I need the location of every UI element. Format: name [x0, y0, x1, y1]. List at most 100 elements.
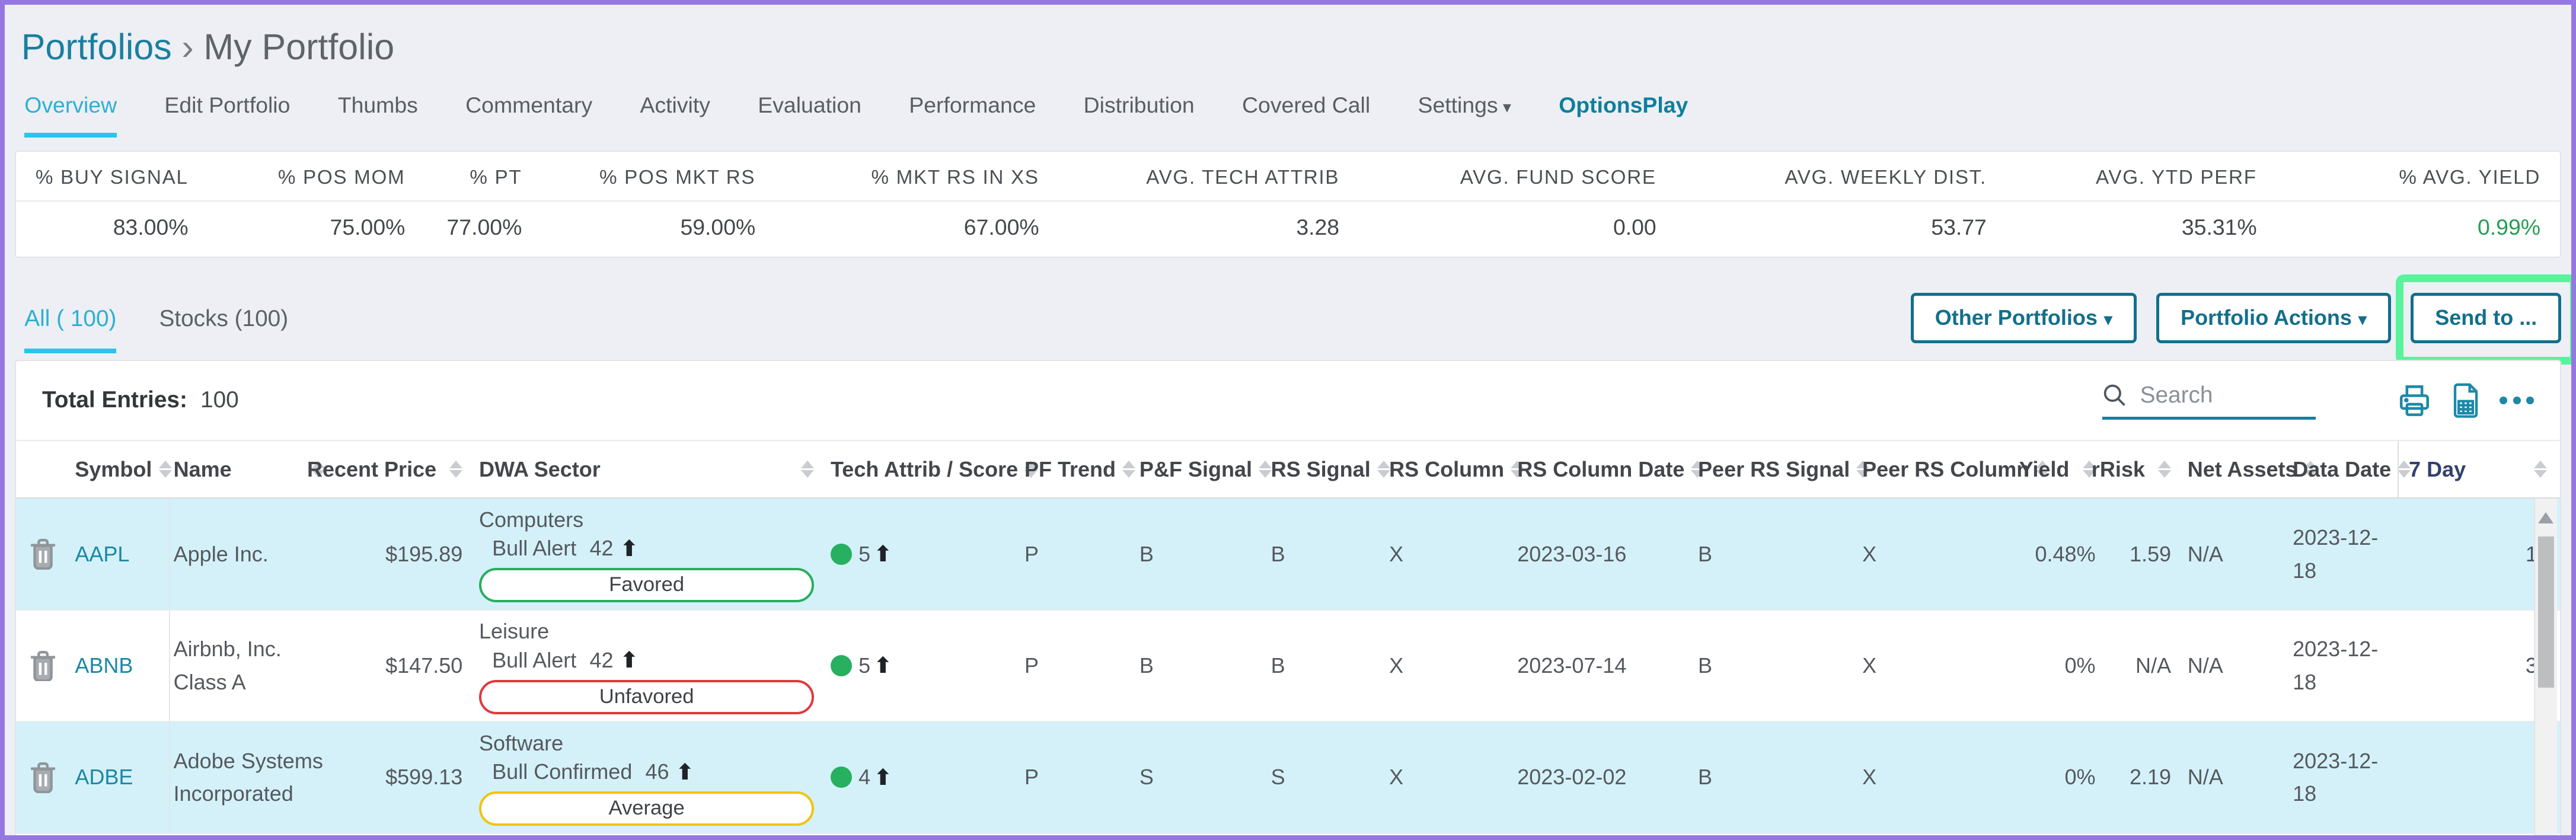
column-header-peer-rs-signal[interactable]: Peer RS Signal	[1694, 441, 1870, 498]
column-header-label: PF Trend	[1024, 456, 1116, 481]
breadcrumb-portfolios[interactable]: Portfolios	[21, 27, 172, 68]
export-spreadsheet-button[interactable]	[2450, 382, 2482, 419]
table-cell: 4 ⬆	[827, 722, 1021, 832]
print-button[interactable]	[2396, 383, 2433, 417]
search-icon	[2102, 383, 2127, 408]
tab-settings[interactable]: Settings ▾	[1418, 92, 1511, 117]
view-tab-all-100-[interactable]: All ( 100)	[24, 306, 117, 353]
table-cell: B	[1698, 653, 1713, 678]
column-header-dwa-sector[interactable]: DWA Sector	[475, 441, 827, 498]
table-cell: B	[1139, 653, 1154, 678]
column-header-rs-signal[interactable]: RS Signal	[1268, 441, 1390, 498]
sector-status: Bull Confirmed 46 ⬆	[479, 758, 814, 787]
other-portfolios-button[interactable]: Other Portfolios ▾	[1910, 292, 2137, 343]
column-header-net-assets[interactable]: Net Assets	[2184, 441, 2317, 498]
tab-thumbs[interactable]: Thumbs	[337, 92, 418, 117]
sort-asc-icon	[801, 461, 815, 469]
portfolio-actions-button[interactable]: Portfolio Actions ▾	[2156, 292, 2391, 343]
breadcrumb-separator: ›	[181, 27, 194, 68]
table-cell: 0%	[2064, 765, 2096, 790]
sector-score: 42	[589, 536, 614, 561]
sort-desc-icon	[158, 469, 172, 478]
column-header-label: Tech Attrib / Score	[830, 456, 1019, 481]
table-cell: $147.50	[385, 653, 463, 678]
sort-icon	[152, 461, 172, 478]
delete-row-button[interactable]	[19, 538, 57, 570]
table-cell	[16, 499, 72, 609]
vertical-scrollbar[interactable]	[2533, 499, 2557, 836]
rating-badge: Unfavored	[479, 679, 815, 714]
symbol-link[interactable]: ABNB	[75, 653, 133, 678]
search-input[interactable]	[2137, 381, 2316, 410]
table-cell: B	[1271, 541, 1285, 566]
table-cell: N/A	[2187, 765, 2223, 790]
delete-row-button[interactable]	[19, 650, 57, 682]
column-header-name[interactable]: Name	[170, 441, 338, 498]
column-header-rs-column-date[interactable]: RS Column Date	[1514, 441, 1704, 498]
table-cell: Airbnb, Inc. Class A	[173, 637, 282, 695]
column-header-data-date[interactable]: Data Date	[2290, 441, 2411, 498]
stat-value: 83.00%	[15, 200, 208, 257]
tab-commentary[interactable]: Commentary	[465, 92, 593, 117]
sort-desc-icon	[801, 469, 815, 478]
dwa-sector-cell: Software Bull Confirmed 46 ⬆ Average	[479, 729, 815, 826]
sort-desc-icon	[1511, 469, 1524, 478]
tab-optionsplay[interactable]: OptionsPlay	[1559, 92, 1688, 117]
sort-icon	[1116, 461, 1136, 478]
column-header-yield[interactable]: Yield	[2019, 441, 2108, 498]
tab-performance[interactable]: Performance	[909, 92, 1036, 117]
column-header-p-f-signal[interactable]: P&F Signal	[1136, 441, 1272, 498]
scrollbar-thumb[interactable]	[2537, 536, 2555, 688]
column-header-label: Data Date	[2293, 456, 2392, 481]
delete-row-button[interactable]	[19, 762, 57, 793]
sector-status: Bull Alert 42 ⬆	[479, 646, 814, 675]
table-cell: X	[1862, 765, 1877, 790]
column-header-recent-price[interactable]: Recent Price	[307, 441, 476, 498]
tech-attrib-score: 4	[858, 765, 871, 790]
tab-activity[interactable]: Activity	[640, 92, 710, 117]
sort-desc-icon	[311, 469, 325, 478]
sort-asc-icon	[2082, 461, 2096, 469]
stat-label: AVG. WEEKLY DIST.	[1785, 166, 1987, 189]
send-to--button[interactable]: Send to ...	[2411, 292, 2562, 343]
table-cell: P	[1024, 541, 1039, 566]
column-header-7-day[interactable]: 7 Day	[2398, 440, 2560, 498]
symbol-link[interactable]: AAPL	[75, 541, 130, 566]
table-header-row: Symbol Name Recent Price DWA Sector Tech Att…	[15, 439, 2561, 499]
sort-desc-icon	[1856, 469, 1870, 478]
sort-desc-icon	[1377, 469, 1390, 478]
tab-distribution[interactable]: Distribution	[1083, 92, 1195, 117]
table-cell	[16, 722, 72, 832]
sector-name: Software	[479, 730, 564, 755]
column-header-rrisk[interactable]: rRisk	[2092, 441, 2184, 498]
stat-value: 75.00%	[208, 200, 425, 257]
column-header-rs-column[interactable]: RS Column	[1386, 441, 1524, 498]
symbol-link[interactable]: ADBE	[75, 765, 133, 790]
column-header-symbol[interactable]: Symbol	[72, 441, 172, 498]
table-cell: X	[1862, 653, 1877, 678]
column-header-tech-attrib-score[interactable]: Tech Attrib / Score	[827, 441, 1038, 498]
table-cell	[16, 611, 72, 721]
view-tab-stocks-100-[interactable]: Stocks (100)	[159, 305, 289, 331]
table-cell: 2023-02-02	[1517, 765, 1627, 790]
scroll-up-icon[interactable]	[2538, 512, 2554, 523]
stat-value: 67.00%	[775, 200, 1059, 257]
dwa-sector-cell: Computers Bull Alert 42 ⬆ Favored	[479, 506, 815, 603]
table-cell: 2.19	[2129, 765, 2172, 790]
tab-edit-portfolio[interactable]: Edit Portfolio	[164, 92, 291, 117]
stat-value: 77.00%	[424, 200, 542, 257]
tab-overview[interactable]: Overview	[24, 92, 117, 138]
tab-evaluation[interactable]: Evaluation	[758, 92, 861, 117]
table-cell: X	[1389, 653, 1404, 678]
column-header-pf-trend[interactable]: PF Trend	[1021, 441, 1136, 498]
sort-asc-icon	[2303, 461, 2317, 469]
sector-score: 42	[589, 647, 614, 672]
sort-asc-icon	[2036, 461, 2050, 469]
column-header-peer-rs-column[interactable]: Peer RS Column	[1859, 441, 2050, 498]
up-arrow-icon: ⬆	[873, 541, 892, 566]
table-row: ADBE Adobe Systems Incorporated $599.13 Sof…	[15, 722, 2561, 834]
tab-covered-call[interactable]: Covered Call	[1242, 92, 1371, 117]
more-options-button[interactable]	[2500, 390, 2534, 411]
sector-status-label: Bull Alert	[492, 536, 577, 561]
